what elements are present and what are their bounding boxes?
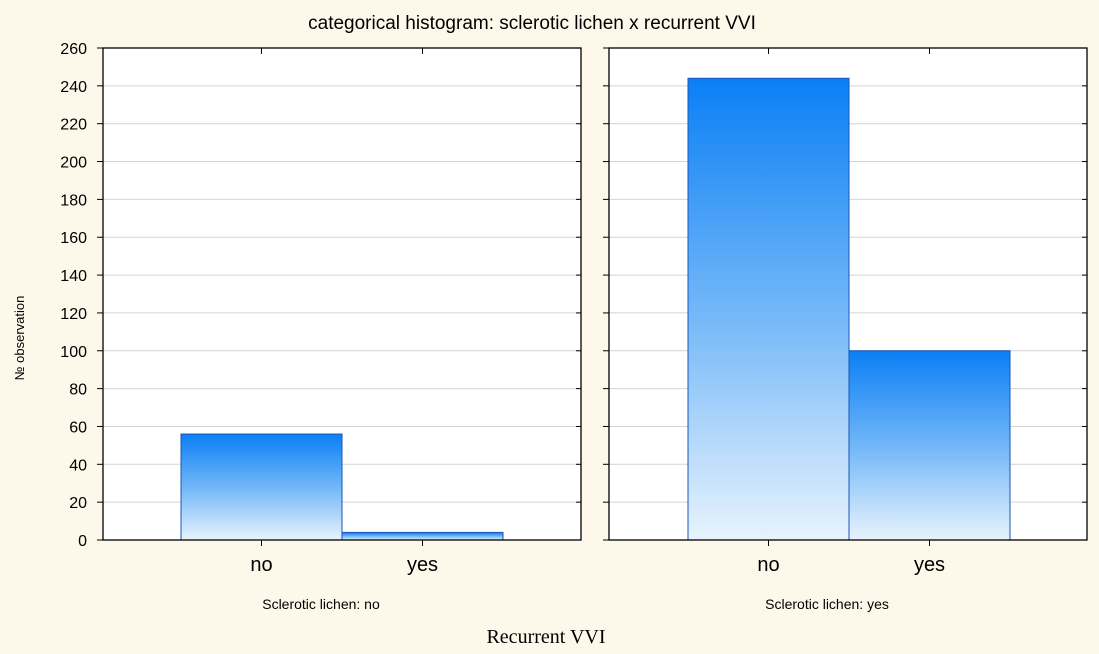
bar-yes [341, 531, 504, 541]
x-tick-label: no [250, 554, 272, 576]
y-tick-label: 240 [60, 79, 87, 96]
bar-no [687, 77, 850, 541]
y-tick-label: 20 [69, 495, 87, 512]
bar-yes [848, 350, 1011, 541]
x-tick-label: yes [914, 554, 945, 576]
y-tick-label: 120 [60, 306, 87, 323]
y-tick-label: 260 [60, 41, 87, 58]
x-tick-label: no [757, 554, 779, 576]
y-tick-label: 80 [69, 382, 87, 399]
y-tick-label: 160 [60, 230, 87, 247]
y-tick-label: 40 [69, 457, 87, 474]
y-tick-label: 180 [60, 192, 87, 209]
y-tick-label: 60 [69, 419, 87, 436]
bar-no [180, 433, 343, 541]
y-tick-label: 220 [60, 117, 87, 134]
panel-frame [608, 47, 1088, 541]
y-tick-label: 0 [78, 533, 87, 550]
plot-area: 0 20 40 60 80 100 120 140 160 180 200 220 240 260 no ye… [60, 41, 1088, 612]
x-tick-label: yes [407, 554, 438, 576]
y-tick-label: 200 [60, 155, 87, 172]
panel-label: Sclerotic lichen: no [262, 596, 380, 612]
panel-label: Sclerotic lichen: yes [765, 596, 889, 612]
x-axis-label: Recurrent VVI [486, 626, 605, 648]
y-tick-label: 140 [60, 268, 87, 285]
y-tick-label: 100 [60, 344, 87, 361]
y-axis-label: № observation [12, 296, 27, 381]
panel-frame [102, 47, 582, 541]
chart-title: categorical histogram: sclerotic lichen … [308, 13, 756, 34]
